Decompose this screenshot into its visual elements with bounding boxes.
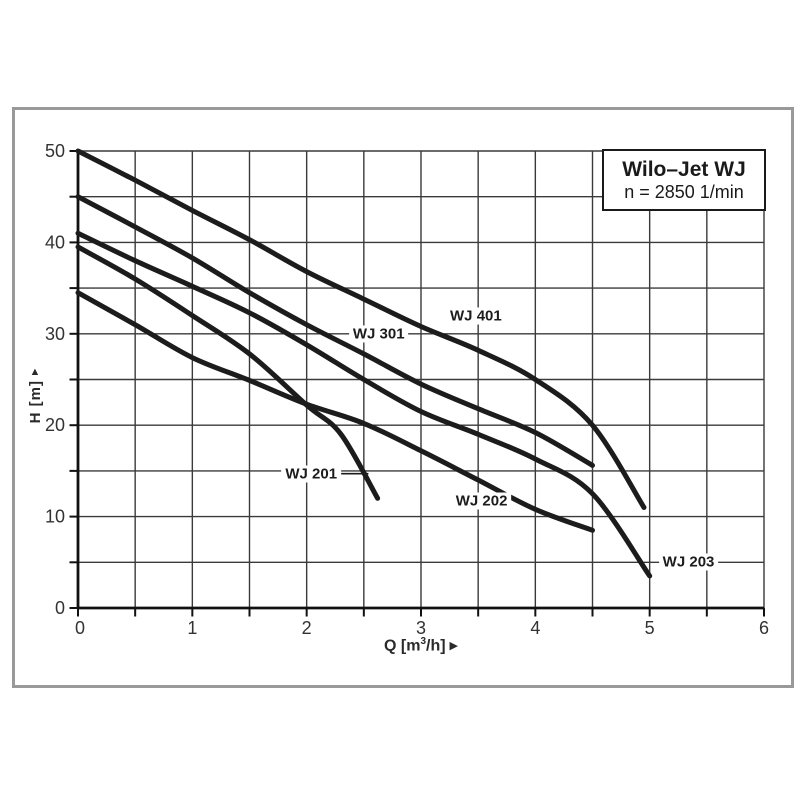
curve-wj-301 [75, 194, 595, 468]
x-axis-label-pre: Q [m [383, 637, 421, 655]
chart-subtitle: n = 2850 1/min [624, 181, 744, 202]
title-box: Wilo–Jet WJ n = 2850 1/min [602, 149, 766, 211]
x-tick-label: 5 [645, 618, 655, 638]
curve-wj-201 [75, 244, 381, 501]
x-tick-label: 3 [416, 618, 426, 638]
curve-label-wj-202: WJ 202 [451, 492, 512, 510]
x-tick-label: 2 [302, 618, 312, 638]
y-axis-label: H [m] [26, 380, 44, 424]
y-tick-label: 30 [45, 324, 65, 344]
curve-wj-401 [75, 148, 647, 510]
up-arrow-icon: ▲ [29, 366, 41, 378]
y-tick-label: 40 [45, 232, 65, 252]
right-arrow-icon: ▶ [449, 640, 459, 653]
x-tick-label: 0 [75, 618, 85, 638]
y-tick-label: 10 [45, 507, 65, 527]
x-tick-label: 1 [187, 618, 197, 638]
x-axis-label-sup: 3 [420, 636, 426, 647]
curve-wj-203 [75, 230, 653, 579]
curve-label-wj-203: WJ 203 [658, 553, 719, 571]
curve-wj-202 [75, 290, 595, 533]
chart-title: Wilo–Jet WJ [622, 157, 746, 181]
x-axis-title: Q [m3/h] ▶ [321, 636, 521, 655]
x-axis-label-post: /h] [426, 637, 446, 655]
y-tick-label: 0 [55, 598, 65, 618]
curve-label-wj-301: WJ 301 [348, 325, 409, 343]
y-tick-label: 50 [45, 141, 65, 161]
curve-label-wj-401: WJ 401 [446, 307, 506, 325]
y-tick-label: 20 [45, 415, 65, 435]
x-tick-label: 4 [530, 618, 540, 638]
y-axis-title: ▲ H [m] [20, 366, 50, 428]
curve-label-wj-201: WJ 201 [281, 465, 342, 483]
x-tick-label: 6 [759, 618, 769, 638]
